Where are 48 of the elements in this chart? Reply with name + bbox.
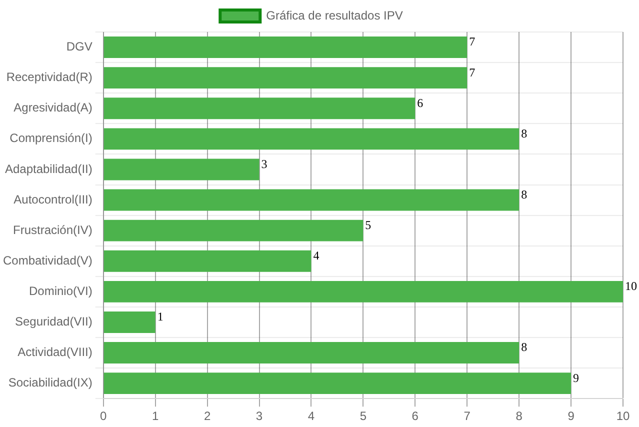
y-tick-label: Agresividad(A) — [14, 100, 92, 115]
y-tick-label: DGV — [66, 40, 92, 54]
y-tick-label: Actividad(VIII) — [18, 345, 92, 360]
data-label: 7 — [469, 34, 476, 49]
y-tick-label: Combatividad(V) — [2, 253, 92, 268]
bar — [104, 312, 156, 333]
y-tick-label: Sociabilidad(IX) — [8, 376, 92, 390]
bar — [104, 158, 260, 180]
x-tick-label: 3 — [256, 409, 263, 424]
y-tick-label: Seguridad(VII) — [14, 314, 92, 329]
data-label: 10 — [625, 279, 637, 294]
bar — [104, 250, 312, 272]
data-label: 8 — [521, 187, 528, 202]
data-label: 1 — [157, 310, 164, 324]
bar — [104, 342, 520, 364]
x-tick-label: 4 — [308, 409, 315, 424]
x-tick-label: 0 — [100, 409, 108, 424]
x-tick-label: 7 — [464, 409, 471, 424]
data-label: 4 — [313, 248, 320, 263]
y-tick-label: Autocontrol(III) — [14, 192, 92, 206]
bar — [104, 36, 468, 58]
x-tick-label: 5 — [360, 409, 367, 424]
bar — [104, 98, 416, 120]
data-label: 6 — [417, 96, 424, 110]
y-tick-label: Frustración(IV) — [13, 222, 92, 237]
y-tick-label: Receptividad(R) — [6, 70, 92, 84]
x-tick-label: 8 — [516, 409, 523, 424]
data-label: 5 — [365, 218, 372, 232]
x-tick-label: 9 — [568, 409, 575, 424]
data-label: 8 — [521, 126, 528, 140]
bar — [104, 67, 468, 89]
bar — [104, 128, 520, 150]
data-label: 7 — [469, 65, 476, 80]
bar — [104, 220, 364, 242]
y-tick-label: Adaptabilidad(II) — [4, 162, 92, 176]
bar — [104, 189, 520, 211]
legend-label: Gráfica de resultados IPV — [266, 8, 403, 22]
x-tick-label: 6 — [412, 409, 419, 424]
data-label: 9 — [573, 370, 580, 385]
y-tick-label: Comprensión(I) — [10, 131, 92, 146]
x-tick-label: 10 — [616, 409, 630, 424]
y-tick-label: Dominio(VI) — [29, 284, 92, 298]
x-tick-label: 2 — [204, 409, 211, 424]
data-label: 8 — [521, 340, 528, 354]
bar — [104, 280, 623, 302]
x-tick-label: 1 — [152, 409, 159, 424]
data-label: 3 — [261, 156, 268, 171]
bar — [104, 372, 572, 394]
